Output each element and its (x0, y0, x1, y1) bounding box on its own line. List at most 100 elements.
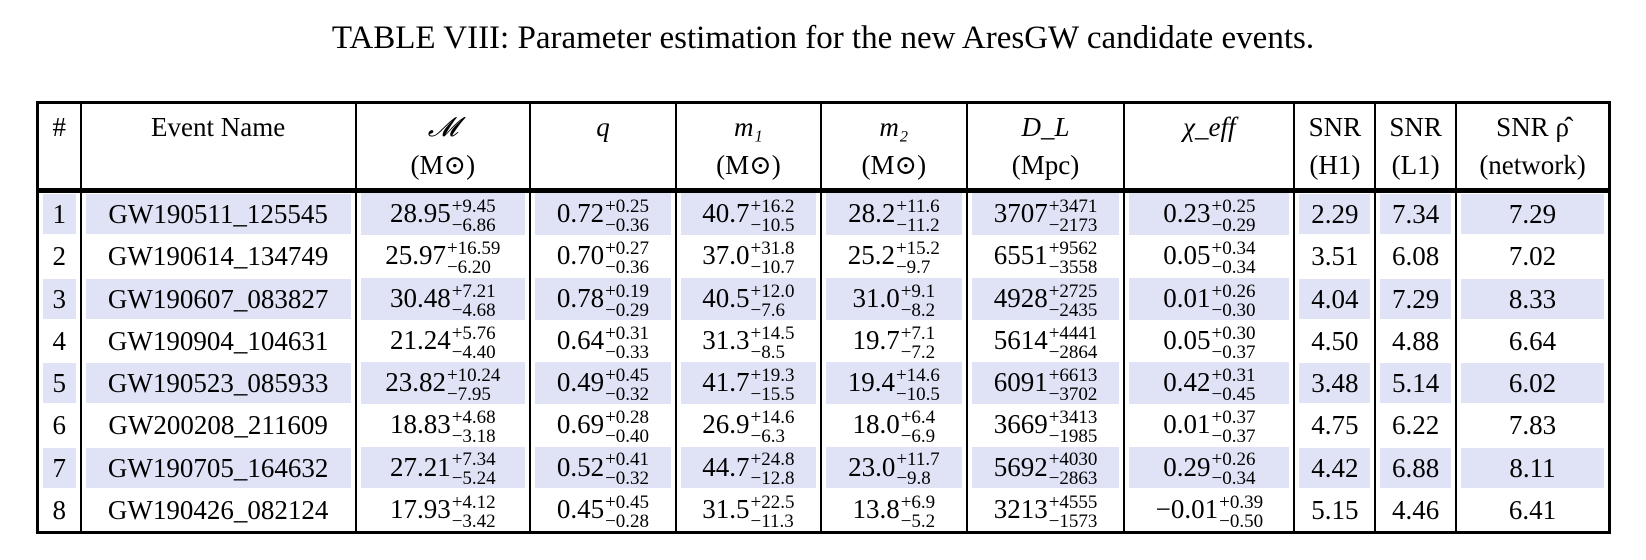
table-row: 8 GW190426_082124 17.93 +4.12 −3.42 0.45 +0.45… (36, 488, 1611, 533)
cell-index-value: 3 (43, 278, 76, 319)
cell-m2: 31.0 +9.1 −8.2 (819, 277, 968, 320)
cell-m2: 28.2 +11.6 −11.2 (819, 190, 968, 236)
cell-q: 0.69 +0.28 −0.40 (528, 404, 677, 447)
header-snr-h1-unit: (H1) (1293, 146, 1377, 193)
chirp-lower-error: −3.18 (451, 426, 496, 447)
cell-snr-l1: 5.14 (1374, 361, 1458, 405)
dl-upper-error: +3471 (1048, 196, 1098, 218)
m2-error-bounds: +11.7 −9.8 (896, 450, 939, 488)
cell-index: 1 (36, 190, 82, 236)
cell-chi: 0.42 +0.31 −0.45 (1123, 361, 1296, 405)
header-m2: m₂ (819, 102, 968, 146)
m1-upper-error: +12.0 (750, 280, 795, 302)
table-header: # Event Name 𝓜 q m₁ m₂ D_L χ_eff SNR SNR… (36, 102, 1611, 193)
q-upper-error: +0.45 (605, 491, 650, 513)
dl-error-bounds: +2725 −2435 (1049, 282, 1098, 320)
chi-upper-error: +0.25 (1211, 196, 1256, 218)
cell-event-name: GW190511_125545 (79, 190, 357, 236)
cell-snr-h1-value: 2.29 (1299, 194, 1371, 235)
m1-median: 26.9 (702, 409, 750, 440)
cell-dl: 3669 +3413 −1985 (965, 404, 1126, 447)
cell-index: 7 (36, 446, 82, 489)
cell-snr-h1: 3.48 (1293, 361, 1377, 405)
cell-snr-h1: 5.15 (1293, 488, 1377, 533)
q-error-bounds: +0.28 −0.40 (605, 408, 649, 446)
header-event-name-unit (79, 146, 357, 193)
cell-event-name: GW190426_082124 (79, 488, 357, 533)
q-error-bounds: +0.45 −0.28 (605, 493, 649, 531)
m1-upper-error: +14.5 (750, 322, 795, 344)
cell-index: 8 (36, 488, 82, 533)
cell-event-name-value: GW190614_134749 (107, 241, 329, 272)
m2-error-bounds: +9.1 −8.2 (901, 282, 935, 320)
chirp-median: 17.93 (389, 493, 451, 524)
q-lower-error: −0.32 (605, 468, 650, 489)
cell-event-name: GW190904_104631 (79, 319, 357, 362)
cell-snr-network: 6.64 (1455, 319, 1611, 362)
cell-event-name-value: GW200208_211609 (108, 410, 328, 441)
m1-median: 31.5 (702, 493, 750, 524)
dl-lower-error: −1573 (1048, 510, 1098, 532)
m2-median: 19.4 (847, 367, 895, 398)
m2-upper-error: +9.1 (900, 280, 936, 302)
cell-event-name-value: GW190607_083827 (85, 278, 351, 319)
table-row: 6 GW200208_211609 18.83 +4.68 −3.18 0.69 +0.28… (36, 404, 1611, 447)
cell-snr-l1-value: 6.88 (1380, 447, 1452, 488)
cell-snr-h1: 3.51 (1293, 235, 1377, 278)
chi-upper-error: +0.39 (1219, 491, 1264, 513)
cell-index: 5 (36, 361, 82, 405)
dl-median: 6091 (993, 367, 1048, 398)
cell-snr-h1: 4.75 (1293, 404, 1377, 447)
m1-lower-error: −8.5 (750, 341, 785, 362)
m1-error-bounds: +16.2 −10.5 (751, 197, 795, 235)
m2-lower-error: −9.7 (895, 257, 931, 278)
header-luminosity-distance-unit: (Mpc) (965, 146, 1126, 193)
m2-lower-error: −5.2 (900, 510, 936, 532)
chirp-error-bounds: +9.45 −6.86 (452, 197, 496, 235)
dl-upper-error: +4030 (1048, 449, 1098, 471)
cell-chi: 0.23 +0.25 −0.29 (1123, 190, 1296, 236)
dl-upper-error: +2725 (1048, 280, 1098, 302)
m2-lower-error: −6.9 (900, 426, 936, 447)
chirp-upper-error: +7.34 (451, 449, 496, 471)
m1-error-bounds: +14.5 −8.5 (751, 324, 795, 362)
m2-error-bounds: +6.4 −6.9 (901, 408, 935, 446)
cell-q: 0.78 +0.19 −0.29 (528, 277, 677, 320)
chirp-lower-error: −4.40 (451, 341, 496, 362)
chirp-median: 18.83 (389, 409, 451, 440)
q-upper-error: +0.25 (605, 196, 650, 218)
cell-snr-network: 8.11 (1455, 446, 1611, 489)
chirp-upper-error: +10.24 (446, 364, 501, 386)
m1-lower-error: −10.7 (750, 257, 795, 278)
m2-median: 13.8 (852, 493, 900, 524)
dl-error-bounds: +4030 −2863 (1049, 450, 1098, 488)
header-snr-network: SNR ρ̂ (1455, 102, 1611, 146)
dl-median: 3669 (993, 409, 1048, 440)
cell-event-name-value: GW190705_164632 (85, 447, 351, 488)
m1-lower-error: −12.8 (750, 468, 795, 489)
cell-chi: 0.05 +0.30 −0.37 (1123, 319, 1296, 362)
dl-upper-error: +3413 (1048, 407, 1098, 429)
m2-upper-error: +6.4 (900, 407, 936, 429)
cell-snr-l1: 6.22 (1374, 404, 1458, 447)
cell-chirp: 21.24 +5.76 −4.40 (354, 319, 531, 362)
cell-m1: 41.7 +19.3 −15.5 (674, 361, 822, 405)
header-snr-h1: SNR (1293, 102, 1377, 146)
m1-lower-error: −6.3 (750, 426, 785, 447)
cell-index-value: 7 (43, 447, 76, 488)
chirp-error-bounds: +7.34 −5.24 (452, 450, 496, 488)
header-event-name: Event Name (79, 102, 357, 146)
q-upper-error: +0.41 (605, 449, 650, 471)
m1-upper-error: +24.8 (750, 449, 795, 471)
cell-snr-h1: 4.50 (1293, 319, 1377, 362)
chi-lower-error: −0.34 (1211, 257, 1256, 278)
m2-upper-error: +15.2 (895, 238, 940, 260)
cell-snr-l1-value: 5.14 (1380, 363, 1452, 404)
m1-error-bounds: +24.8 −12.8 (751, 450, 795, 488)
chirp-lower-error: −7.95 (446, 383, 491, 405)
chirp-upper-error: +4.12 (451, 491, 496, 513)
cell-event-name: GW200208_211609 (79, 404, 357, 447)
header-m1: m₁ (674, 102, 822, 146)
m2-median: 19.7 (852, 324, 900, 355)
cell-index: 2 (36, 235, 82, 278)
